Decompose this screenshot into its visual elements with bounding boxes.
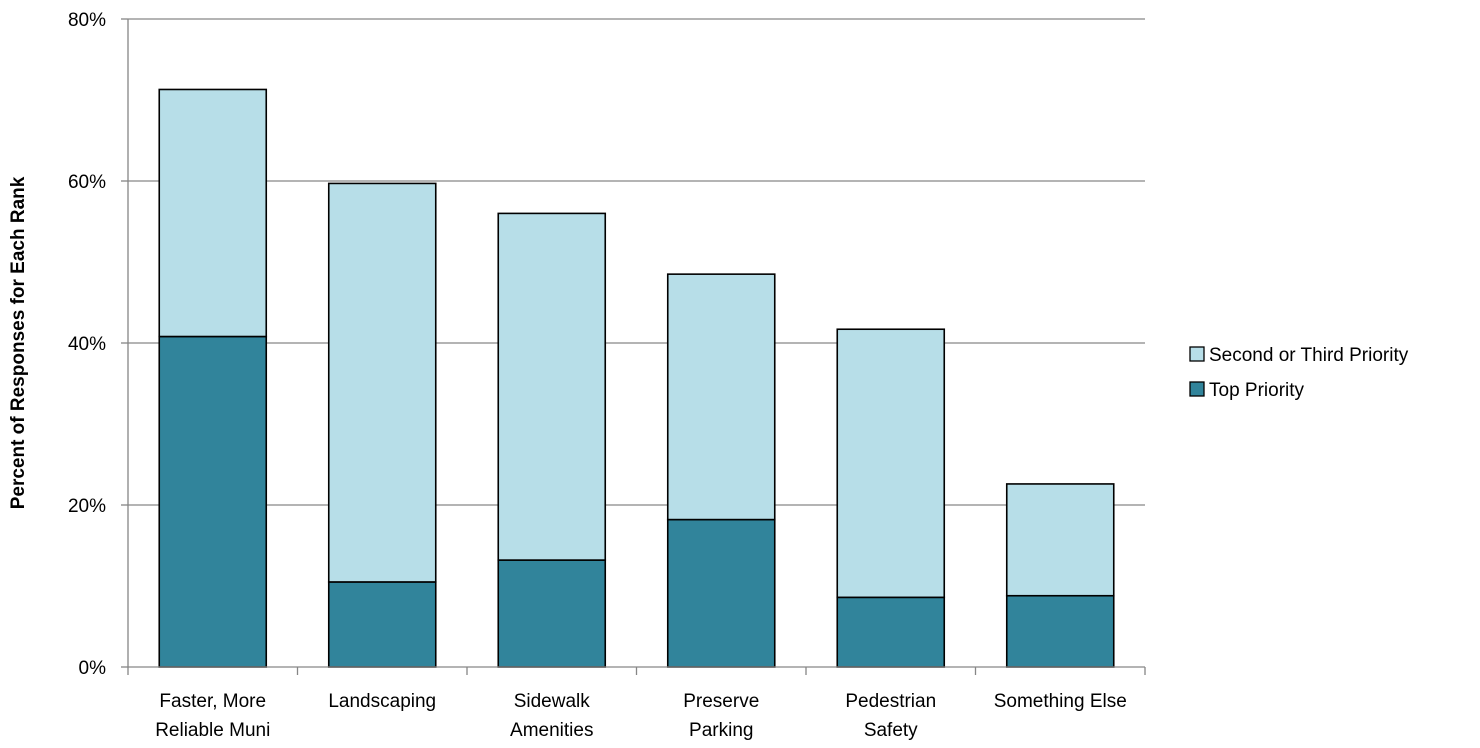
bar-segment-second-or-third-priority xyxy=(1005,483,1115,597)
y-tick-label: 40% xyxy=(68,334,106,355)
legend-label: Top Priority xyxy=(1209,380,1305,401)
y-tick-label: 0% xyxy=(79,658,107,679)
gridlines xyxy=(128,18,1145,506)
bar-segment-second-or-third-priority xyxy=(666,273,776,521)
bar-segment-second-or-third-priority xyxy=(158,88,268,338)
legend-swatch xyxy=(1189,381,1205,397)
legend-label: Second or Third Priority xyxy=(1209,345,1409,366)
x-category-label: Preserve Parking xyxy=(683,691,759,741)
x-category-label: Faster, More Reliable Muni xyxy=(155,691,270,741)
bar-segment-top-priority xyxy=(327,581,437,668)
bar-segment-second-or-third-priority xyxy=(497,212,607,561)
y-tick-labels: 0% 20% 40% 60% 80% xyxy=(68,10,106,679)
y-tick-label: 20% xyxy=(68,496,106,517)
bars xyxy=(158,88,1115,668)
x-category-label: Sidewalk Amenities xyxy=(510,691,593,741)
bar-segment-top-priority xyxy=(836,596,946,668)
axes xyxy=(121,18,1146,675)
y-tick-label: 60% xyxy=(68,172,106,193)
x-category-label: Landscaping xyxy=(328,691,436,712)
bar-segment-top-priority xyxy=(1005,594,1115,668)
bar-segment-second-or-third-priority xyxy=(836,328,946,599)
y-tick-label: 80% xyxy=(68,10,106,31)
bar-segment-top-priority xyxy=(158,335,268,668)
legend-swatch xyxy=(1189,346,1205,362)
bar-segment-second-or-third-priority xyxy=(327,182,437,583)
x-category-label: Pedestrian Safety xyxy=(845,691,936,741)
bar-segment-top-priority xyxy=(497,559,607,668)
legend: Second or Third Priority Top Priority xyxy=(1189,345,1409,401)
x-category-label: Something Else xyxy=(994,691,1127,712)
x-category-labels: Faster, More Reliable Muni Landscaping Side… xyxy=(155,691,1127,741)
bar-segment-top-priority xyxy=(666,518,776,668)
y-axis-title: Percent of Responses for Each Rank xyxy=(8,176,29,509)
